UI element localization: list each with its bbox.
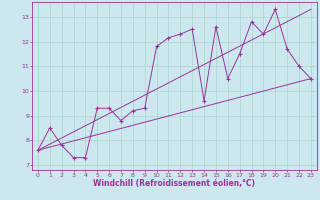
- X-axis label: Windchill (Refroidissement éolien,°C): Windchill (Refroidissement éolien,°C): [93, 179, 255, 188]
